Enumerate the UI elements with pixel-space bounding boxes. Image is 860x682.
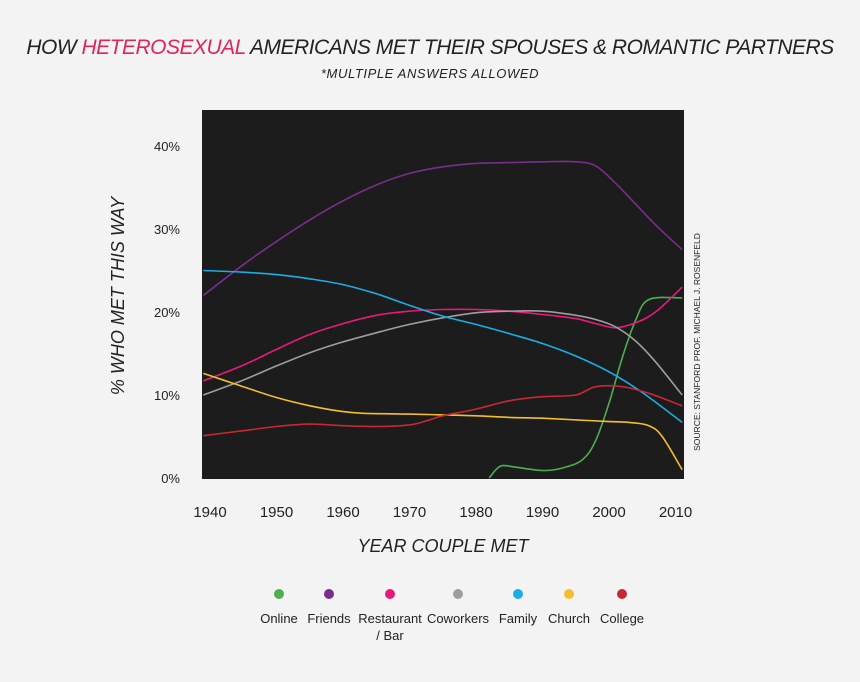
title-part-plain: HOW — [26, 36, 82, 59]
legend-label: College — [599, 611, 645, 626]
series-line-college — [203, 384, 683, 437]
legend-swatch — [513, 589, 523, 599]
legend-item: Coworkers — [423, 585, 493, 627]
y-tick-label: 10% — [154, 388, 180, 403]
chart-title: HOW HETEROSEXUAL AMERICANS MET THEIR SPO… — [0, 36, 860, 60]
x-tick-label: 1950 — [260, 504, 293, 521]
series-line-church — [203, 372, 683, 471]
chart-subtitle: *MULTIPLE ANSWERS ALLOWED — [320, 66, 540, 81]
y-tick-label: 30% — [154, 222, 180, 237]
series-layer — [202, 160, 683, 479]
y-axis-label: % WHO MET THIS WAY — [108, 195, 128, 395]
series-line-online — [488, 296, 683, 479]
legend-label: Coworkers — [426, 611, 490, 626]
legend-item: Friends — [294, 585, 364, 627]
legend-swatch — [453, 589, 463, 599]
legend-swatch — [324, 589, 334, 599]
series-line-friends — [202, 160, 683, 297]
y-tick-label: 0% — [161, 471, 180, 486]
legend-item: College — [587, 585, 657, 627]
x-axis-ticks: 1940 1950 1960 1970 1980 1990 2000 2010 — [193, 504, 692, 521]
title-part-rest: AMERICANS MET THEIR SPOUSES & ROMANTIC P… — [245, 36, 834, 59]
legend-swatch — [617, 589, 627, 599]
legend-item: Family — [483, 585, 553, 627]
title-highlight: HETEROSEXUAL — [81, 36, 246, 59]
legend-label: Family — [498, 611, 538, 626]
legend-item: Online — [244, 585, 314, 627]
legend-label: Church — [548, 611, 590, 626]
series-line-restaurant-bar — [203, 286, 683, 382]
legend-swatch — [564, 589, 574, 599]
series-line-coworkers — [203, 310, 683, 396]
x-tick-label: 1970 — [393, 504, 426, 521]
legend-swatch — [274, 589, 284, 599]
legend-item: Church — [534, 585, 604, 627]
x-tick-label: 2010 — [659, 504, 692, 521]
x-tick-label: 1990 — [526, 504, 559, 521]
legend-item: Restaurant / Bar — [355, 585, 425, 644]
x-axis-label: YEAR COUPLE MET — [357, 536, 530, 556]
x-tick-label: 2000 — [592, 504, 625, 521]
y-axis-ticks: 0% 10% 20% 30% 40% — [154, 139, 180, 486]
source-note: SOURCE: STANFORD PROF. MICHAEL J. ROSENF… — [692, 233, 702, 451]
legend-swatch — [385, 589, 395, 599]
y-tick-label: 40% — [154, 139, 180, 154]
y-tick-label: 20% — [154, 305, 180, 320]
legend-label-line2: / Bar — [376, 628, 404, 643]
x-tick-label: 1980 — [459, 504, 492, 521]
legend-label: Online — [260, 611, 298, 626]
x-tick-label: 1940 — [193, 504, 226, 521]
series-line-family — [203, 269, 683, 424]
legend-label: Friends — [307, 611, 351, 626]
plot-area — [202, 110, 684, 479]
legend-label: Restaurant — [358, 611, 422, 626]
x-tick-label: 1960 — [326, 504, 359, 521]
